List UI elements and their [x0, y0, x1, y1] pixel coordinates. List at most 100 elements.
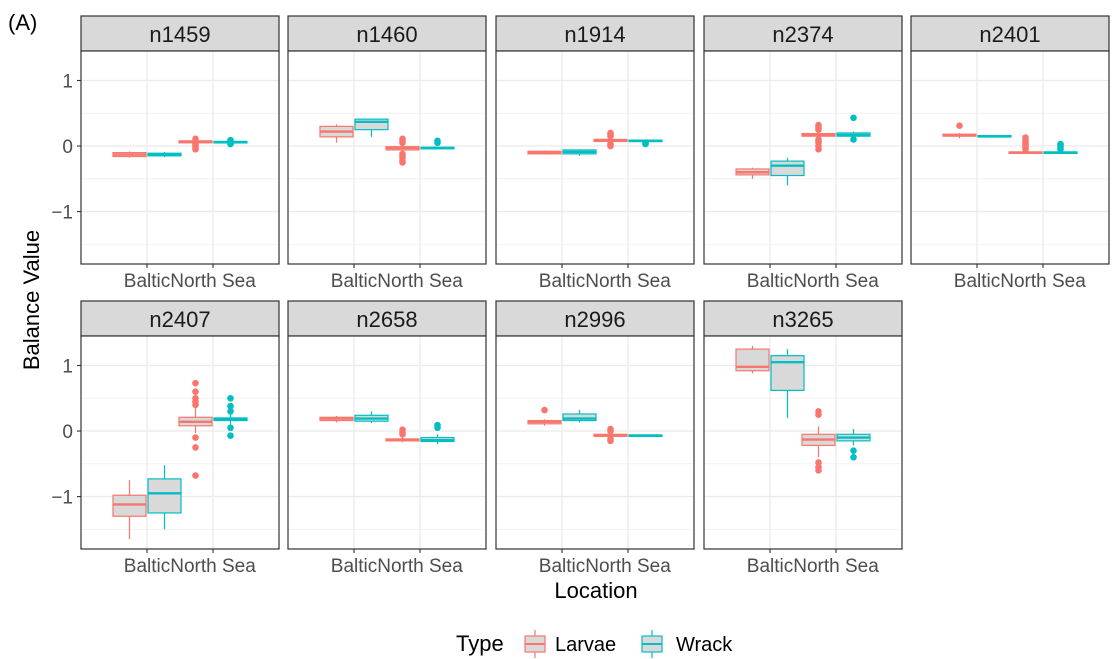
x-tick-label: North Sea: [170, 556, 256, 577]
box-north-sea-wrack: [628, 434, 663, 438]
x-tick-label: North Sea: [170, 271, 256, 292]
outlier-point: [192, 444, 199, 451]
plot-background: [81, 51, 279, 264]
outlier-point: [607, 129, 614, 137]
facet-strip-label: n1459: [149, 22, 210, 47]
x-tick-label: North Sea: [1000, 271, 1086, 292]
plot-background: [911, 51, 1109, 264]
box-north-sea-wrack: [420, 137, 455, 150]
legend: Type Larvae Wrack: [456, 630, 733, 658]
facet-panel-n2374: n2374 Baltic North Sea: [703, 15, 903, 292]
legend-key-wrack: [641, 630, 663, 658]
panel-border: [287, 335, 487, 550]
box-baltic-wrack: [977, 134, 1012, 138]
outlier-point: [815, 463, 822, 471]
plot-background: [496, 51, 694, 264]
legend-title: Type: [456, 631, 504, 656]
x-tick-label: Baltic: [954, 271, 1000, 292]
outlier-point: [607, 435, 614, 443]
box-baltic-larvae: [527, 406, 562, 426]
x-tick-label: Baltic: [539, 271, 585, 292]
y-tick-label: −1: [51, 488, 73, 509]
box-north-sea-larvae: [385, 426, 420, 443]
x-tick-label: Baltic: [747, 271, 793, 292]
outlier-point: [850, 114, 857, 122]
box-north-sea-wrack: [213, 394, 248, 439]
plot-background: [288, 51, 486, 264]
plot-background: [81, 336, 279, 549]
y-tick-label: 1: [62, 356, 73, 377]
outlier-point: [434, 421, 441, 429]
x-axis-title: Location: [554, 578, 637, 603]
box-baltic-wrack: [354, 118, 389, 137]
outlier-point: [956, 122, 963, 130]
x-tick-label: North Sea: [793, 556, 879, 577]
facet-strip: [287, 300, 487, 337]
x-tick-label: Baltic: [539, 556, 585, 577]
x-tick-label: North Sea: [585, 271, 671, 292]
plot-background: [496, 336, 694, 549]
box-body: [735, 348, 770, 372]
panel-border: [910, 50, 1110, 265]
facet-panel-n1914: n1914 Baltic North Sea: [495, 15, 695, 292]
box-baltic-wrack: [562, 410, 597, 423]
outlier-point: [607, 140, 614, 148]
box-baltic-larvae: [527, 150, 562, 155]
outlier-point: [192, 379, 199, 387]
box-north-sea-larvae: [385, 135, 420, 166]
box-north-sea-larvae: [801, 121, 836, 153]
panel-border: [703, 335, 903, 550]
outlier-point: [434, 137, 441, 145]
y-tick-label: −1: [51, 203, 73, 224]
box-body: [562, 413, 597, 422]
y-tick-label: 0: [62, 422, 73, 443]
facet-strip: [495, 15, 695, 52]
x-tick-label: North Sea: [377, 556, 463, 577]
box-body: [354, 118, 389, 131]
facet-panel-n3265: n3265 Baltic North Sea: [703, 300, 903, 577]
box-north-sea-wrack: [420, 421, 455, 445]
facet-panel-n2401: n2401 Baltic North Sea: [910, 15, 1110, 292]
box-north-sea-larvae: [593, 425, 628, 445]
outlier-point: [1057, 140, 1064, 148]
y-tick-label: 0: [62, 137, 73, 158]
facet-panel-n2658: n2658 Baltic North Sea: [287, 300, 487, 577]
box-baltic-wrack: [354, 411, 389, 424]
box-north-sea-wrack: [1043, 140, 1078, 155]
panel-border: [80, 335, 280, 550]
outlier-point: [192, 472, 199, 479]
panel-border: [80, 50, 280, 265]
outlier-point: [815, 459, 822, 466]
outlier-point: [227, 402, 234, 410]
panel-border: [703, 50, 903, 265]
box-baltic-larvae: [319, 415, 354, 423]
panel-label: (A): [8, 10, 37, 35]
outlier-point: [227, 408, 234, 415]
facet-strip-label: n2658: [356, 307, 417, 332]
x-tick-label: Baltic: [124, 556, 170, 577]
outlier-point: [850, 453, 857, 461]
box-baltic-larvae: [735, 345, 770, 374]
outlier-point: [815, 136, 822, 143]
y-axis-title: Balance Value: [19, 230, 44, 370]
outlier-point: [850, 136, 857, 143]
box-baltic-larvae: [319, 124, 354, 143]
outlier-point: [227, 424, 234, 432]
box-north-sea-larvae: [1008, 134, 1043, 155]
box-baltic-wrack: [147, 151, 182, 158]
x-tick-label: North Sea: [585, 556, 671, 577]
box-north-sea-wrack: [836, 114, 871, 143]
box-baltic-larvae: [942, 122, 977, 139]
y-tick-label: 1: [62, 71, 73, 92]
box-north-sea-larvae: [593, 129, 628, 150]
facet-strip-label: n2407: [149, 307, 210, 332]
facet-strip-label: n2374: [772, 22, 833, 47]
outlier-point: [815, 121, 822, 129]
legend-key-larvae: [524, 630, 546, 658]
box-north-sea-larvae: [178, 379, 213, 479]
outlier-point: [227, 432, 234, 439]
x-tick-label: Baltic: [747, 556, 793, 577]
outlier-point: [541, 406, 548, 414]
